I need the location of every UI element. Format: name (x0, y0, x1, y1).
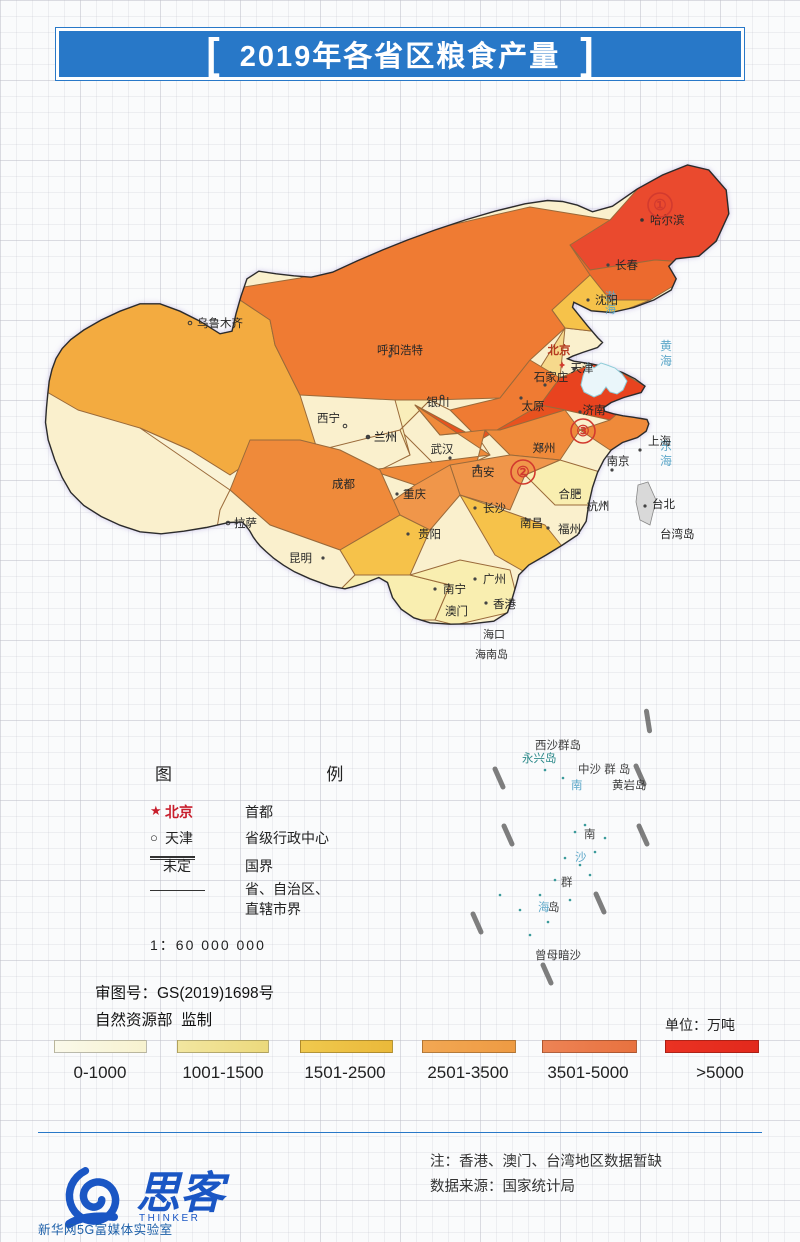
svg-text:南: 南 (571, 778, 583, 792)
svg-text:西沙群岛: 西沙群岛 (535, 738, 581, 752)
svg-text:中沙 群 岛: 中沙 群 岛 (578, 762, 630, 776)
svg-text:南: 南 (584, 827, 596, 841)
svg-text:沙: 沙 (575, 851, 587, 864)
svg-text:黄岩岛: 黄岩岛 (612, 778, 647, 792)
svg-text:群: 群 (561, 875, 573, 889)
svg-text:曾母暗沙: 曾母暗沙 (535, 948, 581, 962)
svg-text:思客: 思客 (136, 1169, 230, 1218)
svg-text:永兴岛: 永兴岛 (522, 751, 557, 765)
svg-text:岛: 岛 (548, 900, 560, 914)
